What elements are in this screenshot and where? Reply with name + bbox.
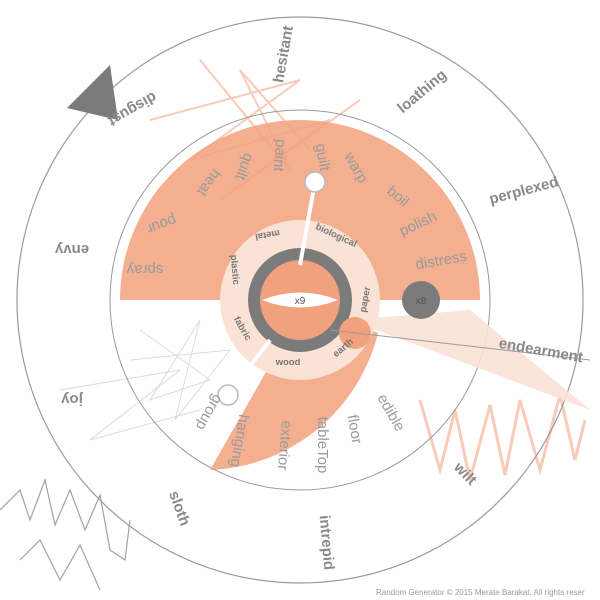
material-label: paper — [358, 286, 373, 314]
verb-label: exterior — [274, 420, 295, 471]
badge-circle[interactable] — [402, 281, 440, 319]
scribble-left — [59, 319, 232, 441]
emotion-label: envy — [54, 241, 89, 258]
outer-ring — [16, 16, 584, 584]
material-label: plastic — [228, 254, 242, 285]
verb-band-top — [120, 120, 480, 300]
verb-label: group — [192, 391, 226, 433]
emotion-label: joy — [61, 391, 84, 408]
center-eye — [262, 292, 338, 308]
scribble-bottom — [0, 477, 131, 591]
scribble-right — [418, 394, 587, 481]
sweep-line — [329, 329, 591, 361]
pointer-top — [298, 181, 317, 266]
footer-credit: Random Generator © 2015 Merate Barakat. … — [376, 588, 585, 597]
verb-label: spray — [126, 261, 163, 278]
pointer-arrow-icon[interactable] — [67, 65, 118, 120]
pointer-bottom-knob[interactable] — [217, 384, 239, 406]
emotion-label: loathing — [394, 66, 450, 117]
material-label: metal — [254, 227, 280, 242]
emotion-label: intrepid — [316, 514, 338, 570]
center-label: x9 — [295, 296, 306, 307]
light-wedge — [350, 310, 590, 410]
emotion-label: hesitant — [270, 24, 297, 84]
verb-label: tableTop — [314, 417, 331, 474]
emotion-label: sloth — [165, 489, 193, 528]
verb-label: paint — [270, 138, 290, 173]
badge-label: x8 — [416, 296, 427, 307]
pointer-bottom — [226, 338, 272, 397]
material-label: wood — [275, 357, 301, 368]
verb-label: edible — [374, 391, 409, 434]
emotion-label: perplexed — [487, 173, 560, 208]
middle-ring — [109, 109, 491, 491]
pointer-top-knob[interactable] — [304, 171, 326, 193]
verb-label: guilt — [312, 142, 334, 173]
verb-label: floor — [344, 413, 366, 445]
